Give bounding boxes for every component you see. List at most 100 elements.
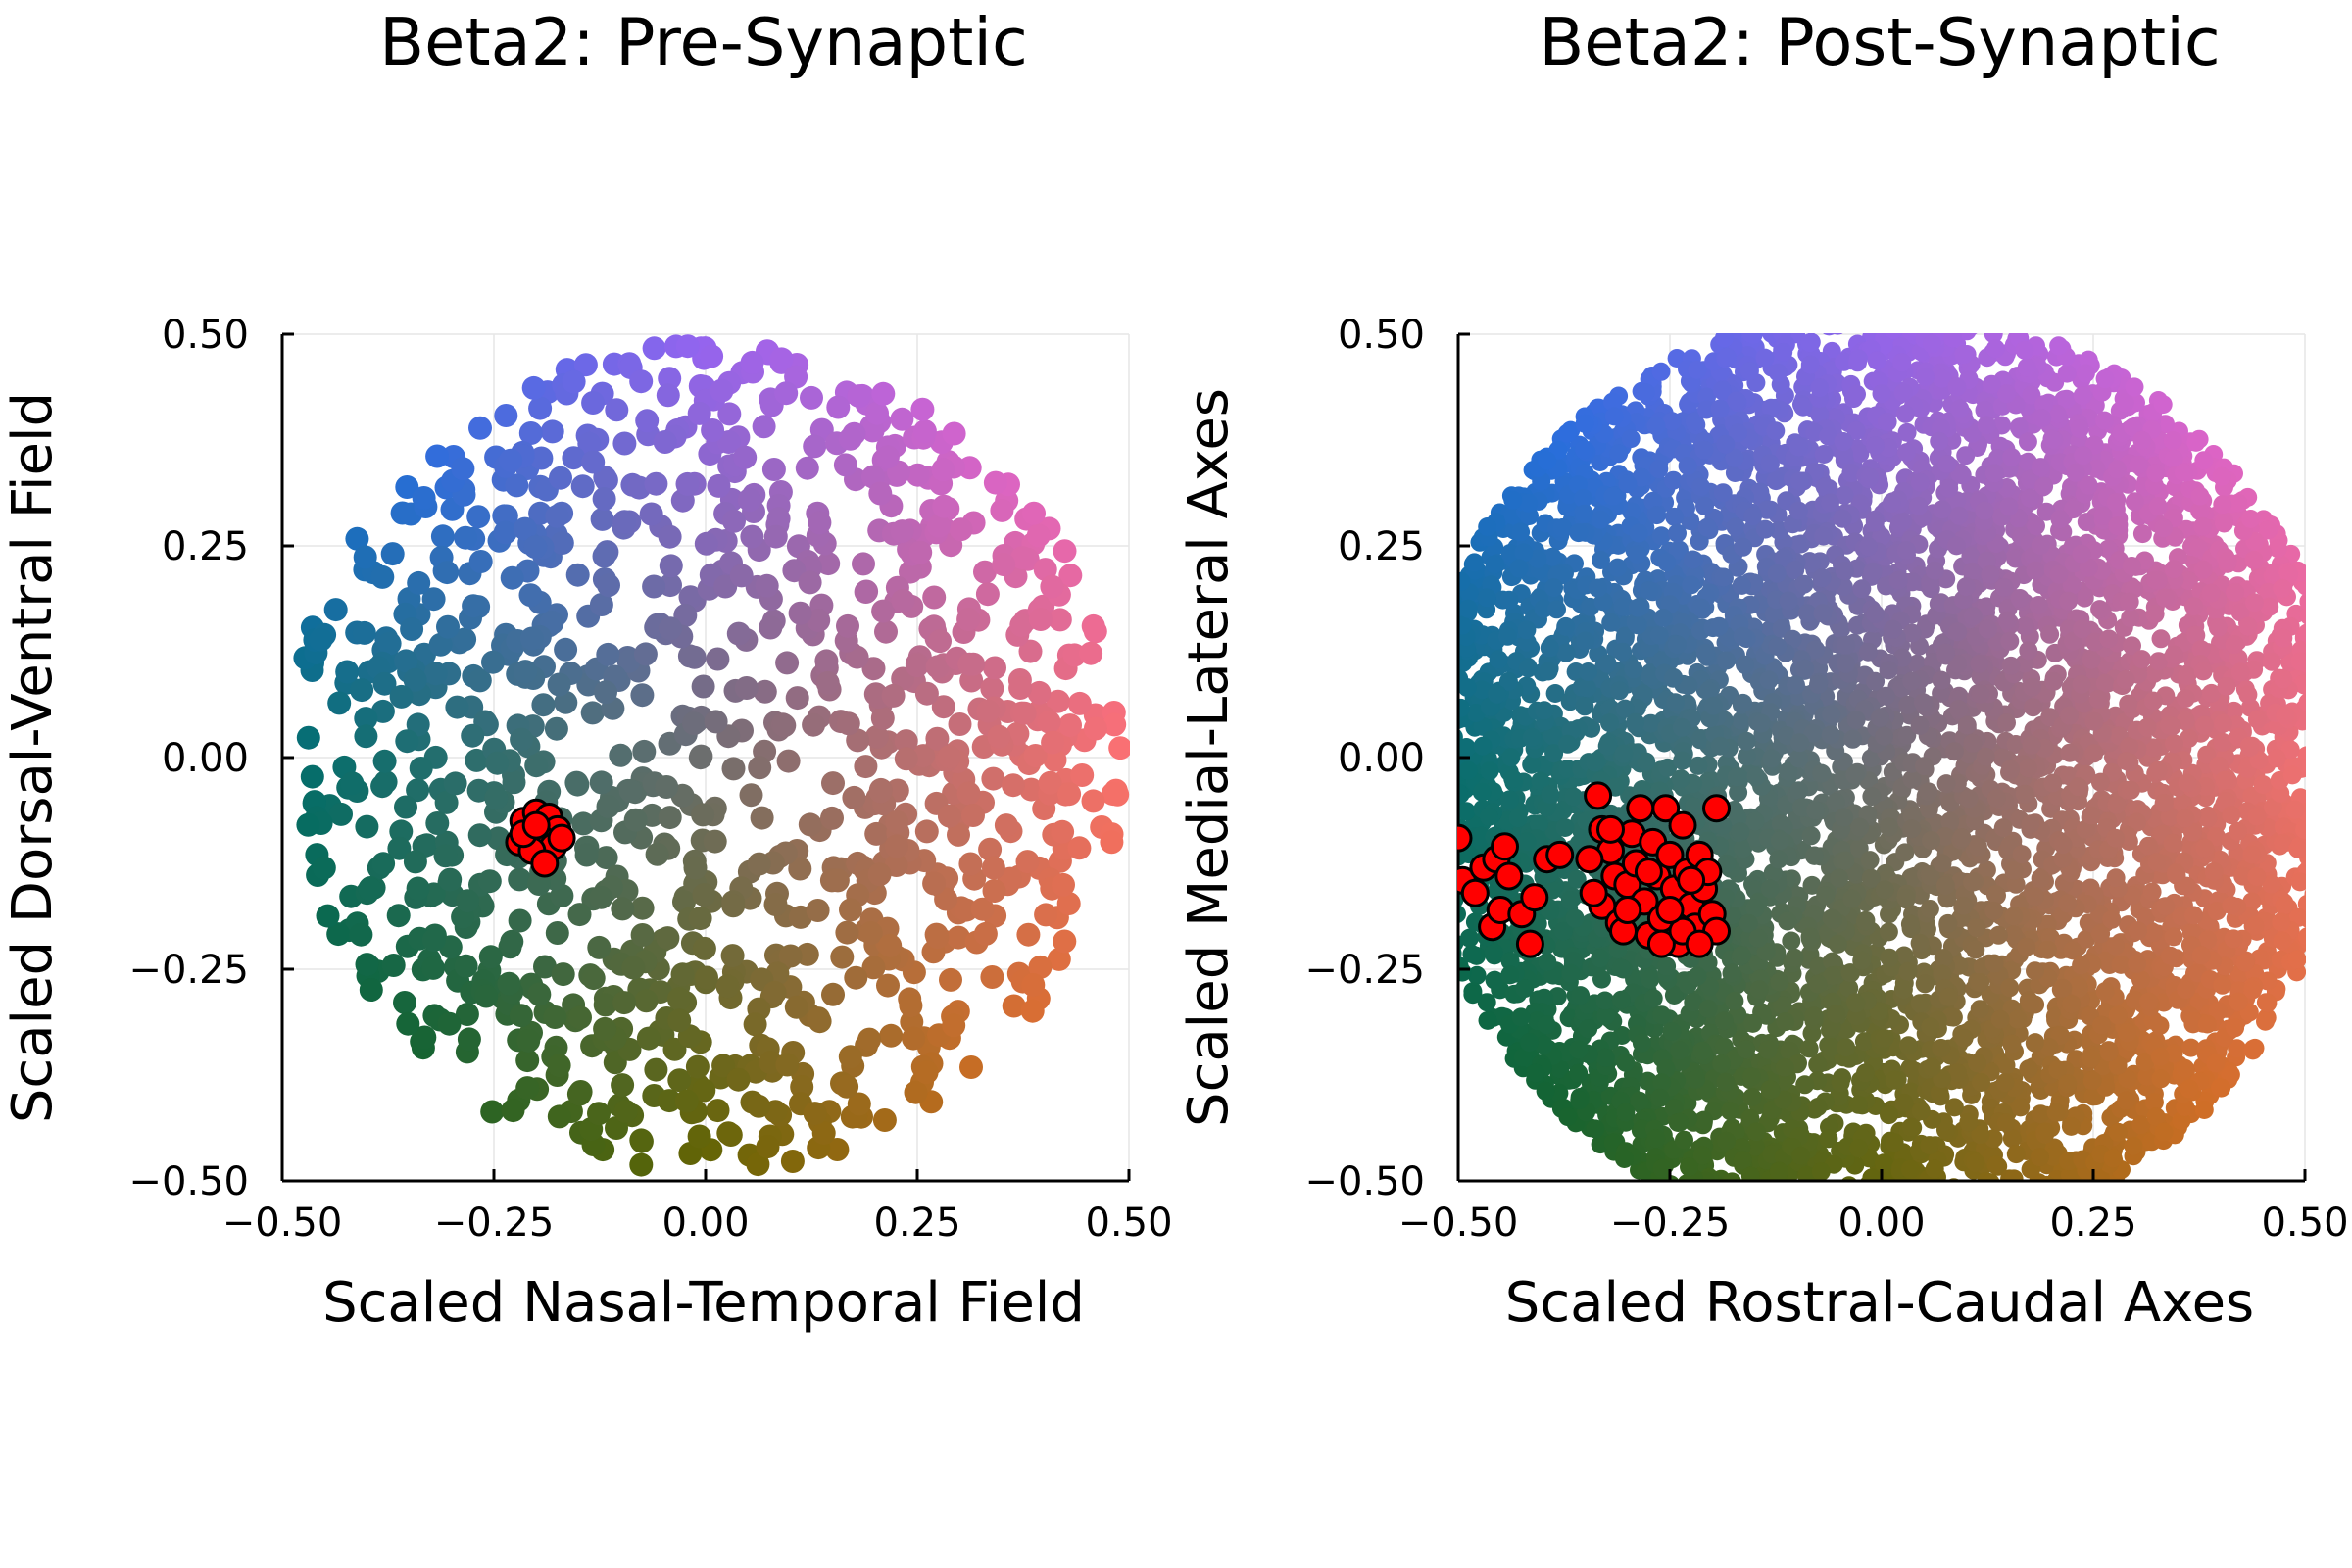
data-point bbox=[910, 397, 935, 421]
data-point bbox=[1925, 1180, 1936, 1182]
data-point bbox=[2318, 656, 2336, 674]
data-point bbox=[2164, 927, 2183, 947]
data-point bbox=[981, 856, 1005, 880]
data-point bbox=[959, 1055, 983, 1079]
data-point bbox=[1460, 928, 1479, 948]
data-point bbox=[1740, 1210, 1758, 1229]
data-point bbox=[759, 615, 783, 640]
data-point bbox=[701, 418, 725, 442]
data-point bbox=[704, 710, 728, 734]
data-point bbox=[354, 707, 378, 731]
data-point bbox=[763, 524, 788, 549]
data-point bbox=[2325, 693, 2343, 711]
highlight-points bbox=[505, 798, 576, 878]
data-point bbox=[1823, 333, 1836, 336]
data-point bbox=[2332, 825, 2351, 844]
data-point bbox=[515, 1076, 540, 1101]
data-point bbox=[372, 749, 397, 773]
data-point bbox=[778, 944, 803, 968]
data-point bbox=[1961, 333, 1972, 335]
data-point bbox=[381, 954, 406, 977]
data-point bbox=[905, 654, 929, 678]
data-point bbox=[434, 790, 459, 814]
data-point bbox=[1878, 309, 1896, 327]
data-point bbox=[1665, 507, 1685, 526]
data-point bbox=[1410, 806, 1429, 824]
data-point bbox=[811, 1121, 836, 1146]
data-point bbox=[1757, 333, 1770, 336]
data-point bbox=[2299, 592, 2306, 611]
data-point bbox=[666, 987, 691, 1011]
data-point bbox=[1945, 1219, 1964, 1238]
data-point bbox=[976, 699, 1001, 723]
data-point bbox=[1412, 712, 1431, 731]
data-point bbox=[387, 836, 412, 860]
data-point bbox=[645, 842, 669, 866]
data-point bbox=[1741, 1192, 1760, 1210]
data-point bbox=[1955, 1204, 1974, 1223]
data-point bbox=[776, 749, 801, 773]
data-point bbox=[847, 1092, 871, 1116]
data-point bbox=[403, 667, 427, 692]
data-point bbox=[547, 1104, 571, 1129]
data-point bbox=[389, 684, 414, 709]
data-point bbox=[692, 1078, 716, 1102]
data-point bbox=[772, 713, 797, 738]
data-point bbox=[957, 652, 982, 676]
data-point bbox=[2317, 900, 2335, 918]
data-point bbox=[1970, 1196, 1988, 1214]
data-point bbox=[1569, 1063, 1589, 1083]
background-points bbox=[1410, 309, 2351, 1238]
data-point bbox=[729, 564, 754, 588]
data-point bbox=[833, 453, 858, 477]
data-point bbox=[493, 520, 517, 545]
data-point bbox=[769, 347, 794, 371]
data-point bbox=[589, 593, 613, 616]
data-point bbox=[821, 771, 845, 796]
data-point bbox=[715, 974, 740, 999]
pre-synaptic-x-axis-label: Scaled Nasal-Temporal Field bbox=[322, 1271, 1085, 1335]
data-point bbox=[618, 778, 643, 803]
data-point bbox=[567, 1082, 592, 1106]
data-point bbox=[1784, 1180, 1795, 1182]
data-point bbox=[2316, 663, 2334, 682]
y-tick-label: 0.00 bbox=[162, 736, 249, 781]
data-point bbox=[868, 481, 893, 506]
post-synaptic-panel: Beta2: Post-Synaptic Scaled Rostral-Caud… bbox=[1177, 4, 2351, 1335]
data-point bbox=[865, 401, 889, 425]
data-point bbox=[1018, 639, 1043, 663]
data-point bbox=[587, 1102, 611, 1126]
data-point bbox=[815, 670, 840, 695]
data-point bbox=[718, 1123, 743, 1147]
data-point bbox=[994, 813, 1018, 838]
data-point bbox=[2306, 708, 2325, 726]
data-point bbox=[1101, 782, 1125, 807]
y-tick-label: −0.25 bbox=[128, 948, 249, 993]
data-point bbox=[497, 971, 521, 996]
data-point bbox=[878, 933, 903, 957]
data-point bbox=[1880, 905, 1898, 924]
data-point bbox=[914, 819, 939, 844]
data-point bbox=[1431, 884, 1449, 903]
data-point bbox=[372, 671, 397, 696]
data-point bbox=[1827, 313, 1845, 331]
data-point bbox=[577, 431, 602, 456]
data-point bbox=[1057, 782, 1082, 807]
data-point bbox=[1945, 311, 1964, 329]
data-point bbox=[1601, 612, 1621, 632]
data-point bbox=[484, 786, 509, 810]
data-point bbox=[785, 686, 809, 710]
data-point bbox=[726, 1067, 751, 1092]
data-point bbox=[806, 899, 830, 922]
data-point bbox=[312, 856, 336, 880]
data-point bbox=[872, 1108, 897, 1132]
data-point bbox=[694, 531, 718, 556]
data-point bbox=[687, 1124, 711, 1149]
data-point bbox=[2309, 678, 2328, 697]
highlight-point bbox=[521, 810, 551, 840]
data-point bbox=[554, 690, 578, 714]
data-point bbox=[1997, 713, 2016, 732]
data-point bbox=[562, 369, 586, 394]
data-point bbox=[656, 926, 680, 951]
data-point bbox=[1023, 744, 1048, 767]
